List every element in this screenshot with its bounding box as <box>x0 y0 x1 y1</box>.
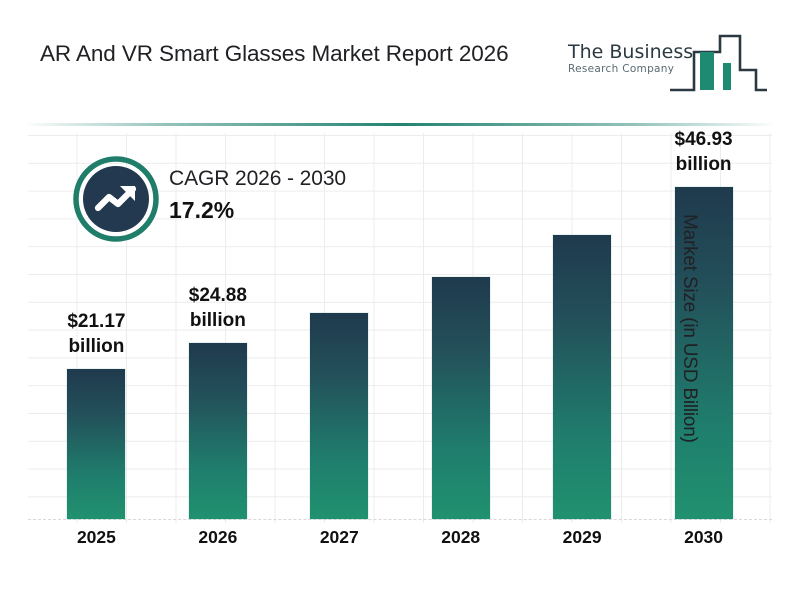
x-tick-2030: 2030 <box>684 527 724 547</box>
bar-value-unit: billion <box>189 310 246 331</box>
bar-slot: $24.88 billion <box>165 133 271 519</box>
chart-gridlines <box>28 133 772 523</box>
x-axis-tick-labels: 2025 2026 2027 2028 2029 2030 <box>28 527 772 557</box>
bar-slot <box>286 133 392 519</box>
bar-slot <box>529 133 635 519</box>
bar-value-amount: $46.93 <box>674 129 733 150</box>
y-axis-title: Market Size (in USD Billion) <box>679 214 700 443</box>
bar-slot <box>408 133 514 519</box>
x-tick-2028: 2028 <box>441 527 481 547</box>
bar-value-label-2026: $24.88 billion <box>153 283 283 333</box>
bar-value-amount: $24.88 <box>188 285 247 306</box>
x-tick-2026: 2026 <box>198 527 238 547</box>
cagr-value: 17.2% <box>169 197 235 223</box>
company-logo: The Business Research Company <box>568 30 768 102</box>
bar-value-amount: $21.17 <box>67 311 126 332</box>
chart-plot-area: $21.17 billion $24.88 billion $46.93 billion <box>28 129 772 523</box>
chart-header: AR And VR Smart Glasses Market Report 20… <box>0 0 800 120</box>
bar-value-label-2025: $21.17 billion <box>31 309 161 359</box>
x-tick-2029: 2029 <box>562 527 602 547</box>
bar-2030[interactable] <box>674 187 733 519</box>
cagr-text-block: CAGR 2026 - 2030 17.2% <box>169 164 489 226</box>
bar-value-unit: billion <box>68 336 125 357</box>
bar-value-unit: billion <box>675 154 732 175</box>
trending-up-arrow-icon <box>73 156 159 242</box>
x-tick-2027: 2027 <box>319 527 359 547</box>
bar-2029[interactable] <box>553 235 612 519</box>
bar-slot: $46.93 billion <box>651 129 757 519</box>
bar-2028[interactable] <box>431 277 490 519</box>
logo-line-2: Research Company <box>568 63 675 75</box>
bar-2026[interactable] <box>188 343 247 519</box>
bar-chart-outline-logo-icon <box>670 34 767 92</box>
x-tick-2025: 2025 <box>76 527 116 547</box>
bar-slot: $21.17 billion <box>43 133 149 519</box>
page-title: AR And VR Smart Glasses Market Report 20… <box>40 41 509 66</box>
bar-series: $21.17 billion $24.88 billion $46.93 billion <box>28 129 772 523</box>
bar-2027[interactable] <box>310 313 369 519</box>
logo-line-1: The Business <box>568 41 694 63</box>
chart-baseline <box>28 519 772 520</box>
cagr-range-label: CAGR 2026 - 2030 <box>169 167 347 190</box>
logo-wordmark: The Business Research Company <box>568 41 694 76</box>
bar-2025[interactable] <box>67 369 126 519</box>
header-divider <box>28 123 772 126</box>
bar-value-label-2030: $46.93 billion <box>639 127 769 177</box>
